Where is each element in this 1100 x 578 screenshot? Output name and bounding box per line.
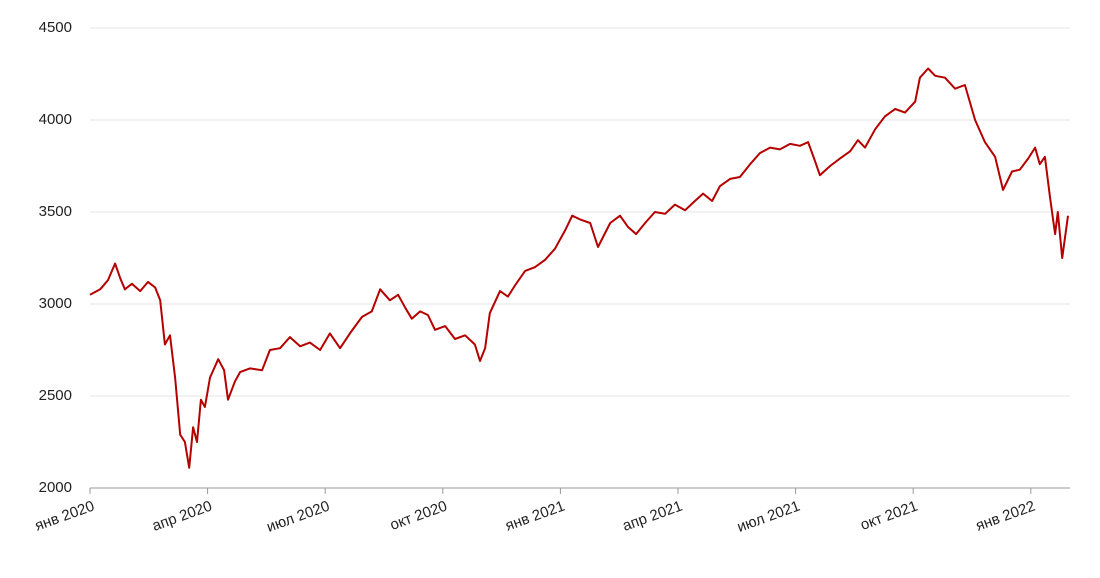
x-tick-label: июл 2021 [735,498,802,536]
y-tick-label: 2000 [39,479,72,496]
y-tick-label: 4500 [39,19,72,36]
x-tick-label: апр 2020 [150,498,214,535]
y-tick-label: 4000 [39,111,72,128]
x-tick-label: янв 2020 [33,498,97,535]
x-tick-label: окт 2021 [858,498,920,534]
x-tick-label: янв 2021 [503,498,567,535]
y-tick-label: 3500 [39,203,72,220]
x-tick-label: янв 2022 [974,498,1038,535]
x-tick-label: апр 2021 [620,498,684,535]
x-tick-label: июл 2020 [264,498,331,536]
line [89,67,1069,469]
y-tick-label: 3000 [39,295,72,312]
y-tick-label: 2500 [39,387,72,404]
x-tick-label: окт 2020 [388,498,450,534]
